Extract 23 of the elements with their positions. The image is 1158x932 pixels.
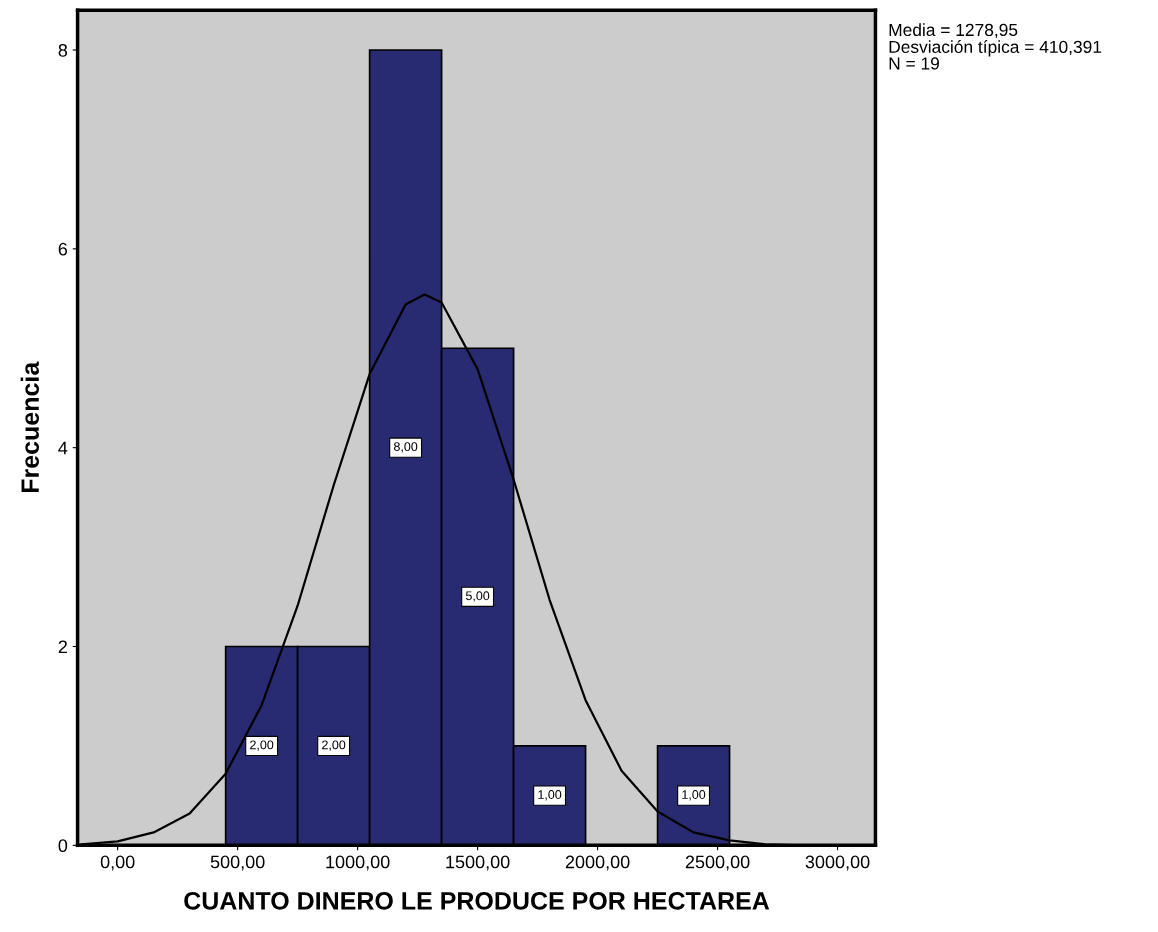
x-tick-label: 2500,00: [685, 855, 750, 871]
data-label: 2,00: [250, 740, 274, 751]
data-label: 8,00: [393, 442, 418, 453]
data-label: 1,00: [682, 790, 706, 801]
data-label: 1,00: [538, 790, 562, 801]
x-tick-label: 1500,00: [446, 855, 510, 871]
y-tick-label: 0: [58, 839, 68, 853]
text: N = 19: [889, 57, 939, 70]
y-tick-label: 6: [58, 242, 68, 256]
x-tick-label: 500,00: [210, 855, 265, 871]
x-tick-label: 2000,00: [565, 855, 630, 871]
text: Desviación típica = 410,391: [889, 40, 1102, 57]
x-tick-label: 0,00: [100, 855, 135, 871]
y-tick-label: 2: [58, 640, 67, 654]
x-tick-label: 3000,00: [805, 855, 870, 871]
text: Media = 1278,95: [889, 23, 1018, 39]
y-tick-label: 8: [58, 43, 68, 57]
data-label: 5,00: [465, 591, 490, 602]
y-tick-label: 4: [58, 441, 68, 455]
data-label: 2,00: [322, 740, 346, 751]
x-axis-title: CUANTO DINERO LE PRODUCE POR HECTAREA: [184, 891, 770, 910]
y-axis-title: Frecuencia: [20, 361, 39, 493]
x-tick-label: 1000,00: [326, 855, 390, 871]
